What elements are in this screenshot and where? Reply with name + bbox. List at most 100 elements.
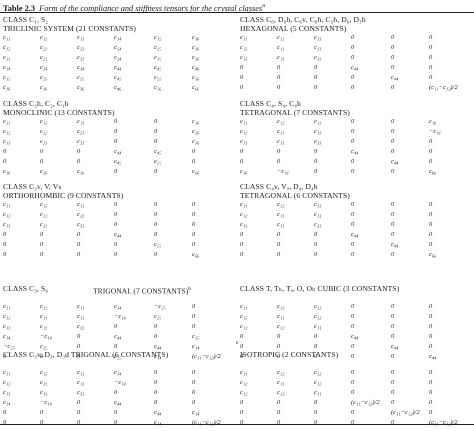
matrix-cell: 0 <box>429 312 433 320</box>
matrix-cell: 0 <box>351 53 355 61</box>
matrix-cell: c₃₆ <box>192 53 200 61</box>
matrix-cell: 0 <box>277 408 281 416</box>
matrix-cell: c₁₂ <box>40 302 48 310</box>
matrix-cell: 0 <box>429 368 433 376</box>
matrix-cell: 0 <box>314 342 318 350</box>
matrix-cell: c₂₂ <box>40 127 48 135</box>
trigonal-footnote-mark: b <box>188 286 192 292</box>
matrix-cell: 0 <box>391 368 395 376</box>
table-label: Table 2.3 <box>3 3 35 12</box>
matrix-cell: 0 <box>77 398 81 406</box>
matrix-cell: c₁₁ <box>314 322 322 330</box>
matrix-cell: 0 <box>277 342 281 350</box>
matrix-cell: c₁₂ <box>240 312 248 320</box>
matrix-cell: c₅₅ <box>154 157 162 165</box>
matrix-cell: 0 <box>429 53 433 61</box>
matrix-cell: c₁₃ <box>3 53 11 61</box>
matrix-cell: 0 <box>351 33 355 41</box>
matrix-cell: c₄₄ <box>114 398 122 406</box>
matrix-cell: 0 <box>192 200 196 208</box>
top-rule <box>0 12 474 13</box>
matrix-cell: 0 <box>351 312 355 320</box>
matrix-cell: 0 <box>192 302 196 310</box>
matrix-cell: 0 <box>114 167 118 175</box>
matrix-cell: 0 <box>77 418 81 426</box>
matrix-cell: 0 <box>429 388 433 396</box>
matrix-cell: c₁₃ <box>240 53 248 61</box>
matrix-grid: c₁₁ c₁₂ c₁₃ 0 0 c₁₆ c₁₂ c₁₁ c₁₃ 0 0 −c₁₆ c₁₃ c₁₃ c₃₃ 0 0… <box>240 118 468 180</box>
matrix-cell: 0 <box>351 157 355 165</box>
matrix-cell: c₁₃ <box>314 127 322 135</box>
matrix-cell: c₄₄ <box>391 157 399 165</box>
matrix-cell: 0 <box>240 230 244 238</box>
matrix-cell: 0 <box>40 147 44 155</box>
matrix-cell: 0 <box>240 63 244 71</box>
matrix-cell: c₁₁ <box>3 200 11 208</box>
matrix-cell: c₄₄ <box>351 230 359 238</box>
matrix-cell: c₁₅ <box>3 73 11 81</box>
matrix-cell: 0 <box>351 388 355 396</box>
matrix-cell: 0 <box>77 342 81 350</box>
block-class-heading: CLASS C₂v, V, Vₕ <box>3 183 62 191</box>
matrix-cell: 0 <box>3 352 7 360</box>
matrix-cell: 0 <box>154 167 158 175</box>
matrix-cell: c₁₁ <box>277 43 285 51</box>
matrix-cell: 0 <box>277 250 281 258</box>
matrix-cell: 0 <box>391 388 395 396</box>
matrix-cell: 0 <box>154 388 158 396</box>
matrix-cell: c₄₅ <box>114 157 122 165</box>
matrix-cell: 0 <box>154 210 158 218</box>
matrix-cell: 0 <box>192 220 196 228</box>
matrix-cell: c₁₃ <box>314 210 322 218</box>
matrix-cell: 0 <box>240 398 244 406</box>
matrix-cell: 0 <box>77 157 81 165</box>
matrix-cell: 0 <box>391 250 395 258</box>
matrix-cell: 0 <box>391 230 395 238</box>
matrix-cell: c₂₆ <box>192 43 200 51</box>
matrix-cell: c₁₃ <box>314 33 322 41</box>
matrix-cell: c₁₁ <box>3 33 11 41</box>
matrix-cell: 0 <box>351 408 355 416</box>
matrix-cell: c₂₅ <box>192 332 200 340</box>
block-class-heading: CLASS C₃v, D₃, D₃d TRIGONAL (6 CONSTANTS… <box>3 351 169 359</box>
matrix-cell: c₂₄ <box>114 43 122 51</box>
matrix-cell: 0 <box>192 388 196 396</box>
matrix-cell: c₄₄ <box>391 73 399 81</box>
matrix-cell: 0 <box>391 352 395 360</box>
matrix-cell: 0 <box>429 230 433 238</box>
matrix-cell: 0 <box>240 332 244 340</box>
matrix-cell: c₃₆ <box>192 137 200 145</box>
block-trigonal-7: CLASS C₃, S₆ c₁₁ c₁₂ c₁₃ c₁₄ −c₂₅ 0 c₁₂ c₁₁ c₁₃ −c… <box>3 285 231 365</box>
matrix-cell: c₁₆ <box>429 117 437 125</box>
matrix-cell: c₄₅ <box>154 63 162 71</box>
matrix-cell: 0 <box>114 220 118 228</box>
matrix-cell: 0 <box>3 230 7 238</box>
matrix-cell: 0 <box>314 398 318 406</box>
matrix-cell: 0 <box>429 200 433 208</box>
matrix-cell: c₁₃ <box>3 220 11 228</box>
matrix-cell: 0 <box>391 200 395 208</box>
matrix-cell: c₁₂ <box>314 368 322 376</box>
matrix-cell: 0 <box>40 250 44 258</box>
matrix-cell: c₂₆ <box>192 127 200 135</box>
matrix-cell: 0 <box>114 210 118 218</box>
matrix-cell: 0 <box>351 250 355 258</box>
matrix-cell: c₅₆ <box>192 73 200 81</box>
matrix-cell: −c₁₆ <box>429 127 441 135</box>
matrix-cell: c₄₄ <box>391 342 399 350</box>
matrix-cell: c₁₄ <box>154 418 162 426</box>
matrix-cell: c₁₁ <box>240 302 248 310</box>
matrix-cell: 0 <box>391 302 395 310</box>
matrix-cell: c₁₂ <box>40 200 48 208</box>
matrix-cell: c₁₂ <box>40 117 48 125</box>
matrix-cell: 0 <box>154 220 158 228</box>
block-class-heading: CLASS C₃, S₆ <box>3 285 49 293</box>
cubic-note-mark: c <box>236 340 239 346</box>
matrix-cell: c₁₃ <box>77 200 85 208</box>
matrix-cell: 0 <box>429 322 433 330</box>
block-class-heading: CLASS C₄, S₄, C₄h <box>240 100 301 108</box>
matrix-cell: 0 <box>391 137 395 145</box>
matrix-cell: 0 <box>240 342 244 350</box>
matrix-cell: 0 <box>429 240 433 248</box>
matrix-cell: c₁₂ <box>277 388 285 396</box>
